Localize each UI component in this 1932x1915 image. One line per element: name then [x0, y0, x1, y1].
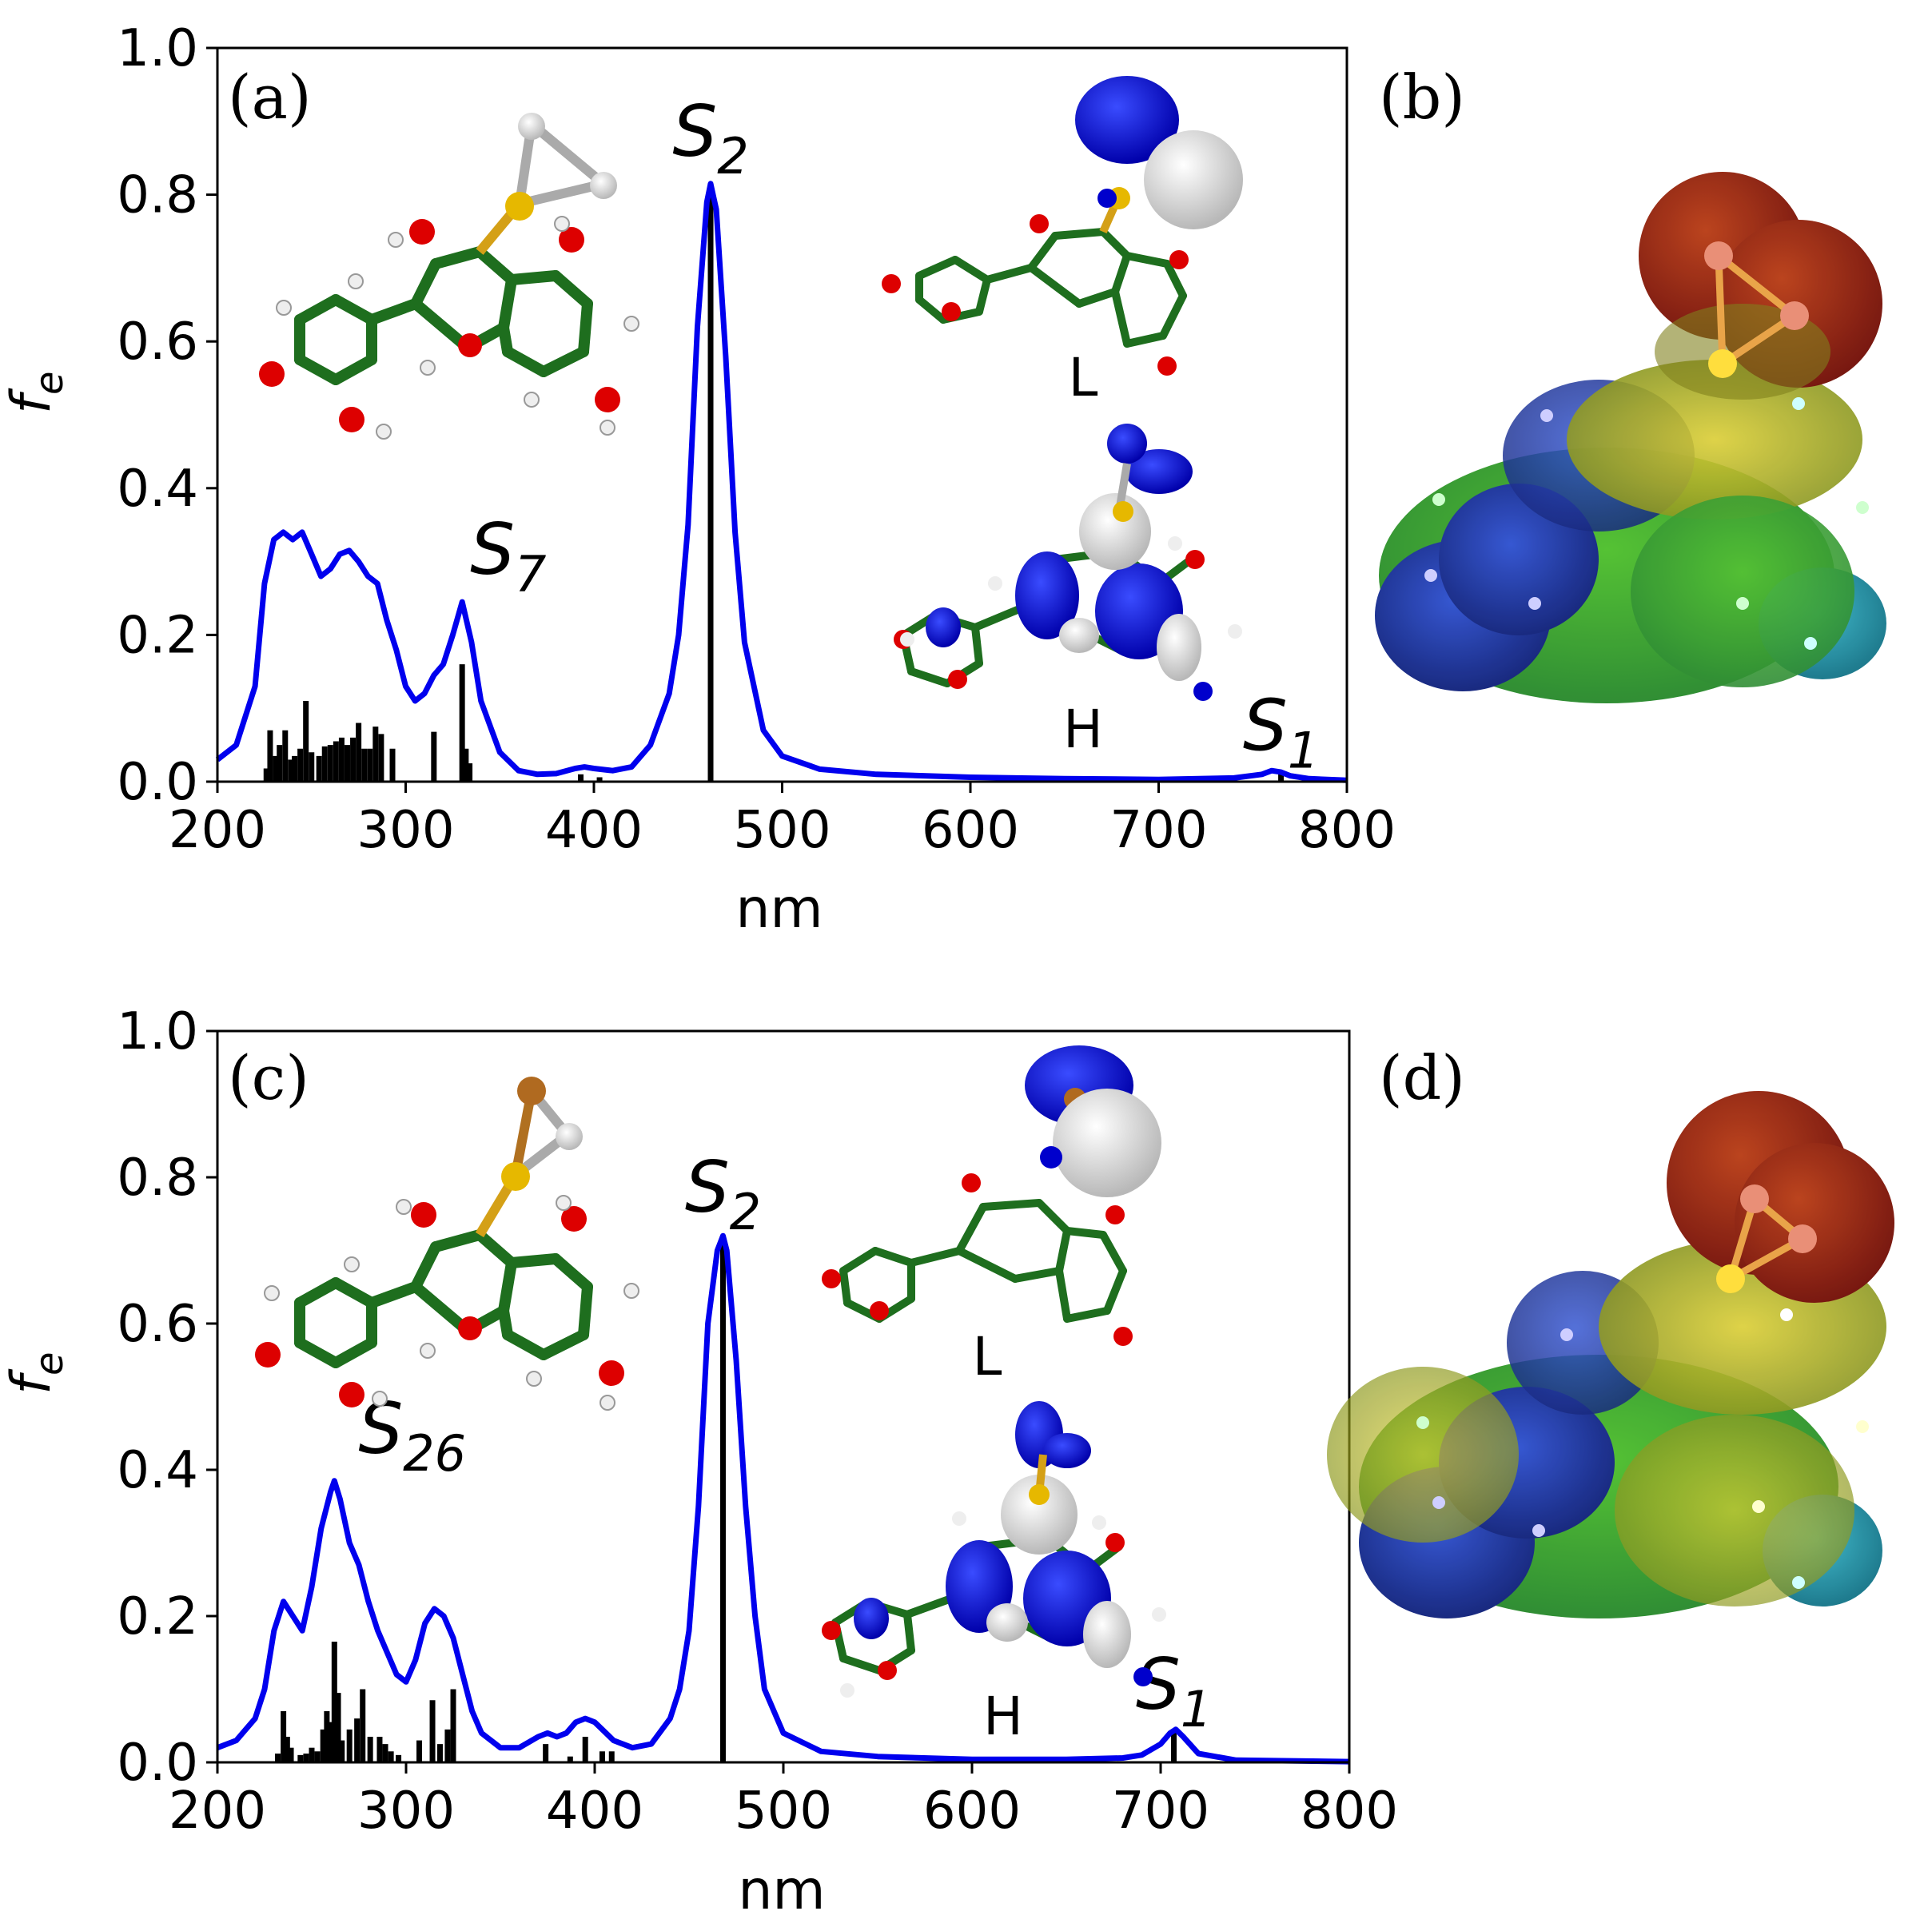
panel-a-x-tick-label-0: 200 [169, 801, 266, 860]
panel-c-y-tick-label-5: 1.0 [117, 1002, 198, 1061]
svg-text:fe: fe [0, 372, 72, 414]
panel-a-x-tick-label-4: 600 [922, 801, 1019, 860]
panel-a-state-label-1: S7 [470, 508, 546, 603]
panel-a-state-label-2: S1 [1243, 684, 1319, 779]
panel-a-chart: 200 300 400 500 600 700 800 0.0 0.2 0.4 0.6 0.8 1.0 S… [0, 19, 1396, 941]
panel-a-y-tick-label-5: 1.0 [117, 19, 198, 78]
panel-c-homo-label: H [983, 1686, 1023, 1747]
svg-text:fe: fe [0, 1352, 72, 1395]
panel-a-spectrum-line [215, 181, 1348, 783]
panel-b-label: (b) [1379, 62, 1465, 133]
panel-c-x-tick-label-5: 700 [1112, 1782, 1209, 1841]
panel-a-y-tick-label-3: 0.6 [117, 313, 198, 372]
panel-a-lumo-label: L [1069, 347, 1098, 408]
panel-a-homo-label: H [1063, 699, 1103, 760]
panel-c-x-axis-title: nm [738, 1859, 825, 1915]
panel-a-molecule-structure-image [259, 113, 639, 440]
panel-a-y-tick-label-4: 0.8 [117, 166, 198, 225]
panel-a-label: (a) [228, 62, 312, 133]
panel-c-state-label-2: S1 [1136, 1643, 1212, 1738]
panel-a-x-tick-label-6: 800 [1298, 801, 1396, 860]
panel-c-x-tick-label-0: 200 [169, 1782, 266, 1841]
panel-c-state-label-1: S26 [358, 1387, 466, 1483]
panel-a-plot-layer: 200 300 400 500 600 700 800 0.0 0.2 0.4 0.6 0.8 1.0 S… [117, 19, 1396, 860]
panel-a-x-tick-label-5: 700 [1109, 801, 1207, 860]
panel-c-chart: 200 300 400 500 600 700 800 0.0 0.2 0.4 0.6 0.8 1.0 S… [0, 1002, 1398, 1915]
panel-a-homo-orbital-image [894, 424, 1242, 701]
panel-c-plot-layer: 200 300 400 500 600 700 800 0.0 0.2 0.4 0.6 0.8 1.0 S… [117, 1002, 1398, 1841]
panel-c-x-tick-label-2: 400 [546, 1782, 643, 1841]
panel-c-label: (c) [228, 1042, 309, 1113]
panel-c-state-label-0: S2 [685, 1146, 761, 1241]
panel-b-esp-surface-image: (b) [1375, 62, 1886, 703]
panel-c-x-tick-label-4: 600 [923, 1782, 1021, 1841]
panel-a-state-label-0: S2 [672, 90, 748, 185]
panel-c-y-axis-title-sub: e [27, 1352, 72, 1376]
panel-a-y-tick-label-2: 0.4 [117, 460, 198, 519]
panel-a-lumo-orbital-image [882, 76, 1243, 376]
panel-c-lumo-orbital-image [822, 1045, 1161, 1346]
panel-c-x-tick-label-1: 300 [357, 1782, 455, 1841]
panel-a-x-tick-label-2: 400 [545, 801, 643, 860]
panel-a-y-tick-label-0: 0.0 [117, 753, 198, 812]
panel-c-y-tick-label-4: 0.8 [117, 1149, 198, 1208]
panel-a-y-axis-title: fe [0, 372, 72, 414]
panel-c-lumo-label: L [973, 1326, 1002, 1387]
panel-d-label: (d) [1379, 1042, 1465, 1113]
panel-c-x-tick-label-6: 800 [1301, 1782, 1398, 1841]
panel-a-x-tick-label-3: 500 [733, 801, 831, 860]
panel-c-spectrum-line [216, 1232, 1350, 1765]
panel-a-y-tick-label-1: 0.2 [117, 606, 198, 665]
panel-c-y-tick-label-1: 0.2 [117, 1587, 198, 1646]
panel-a-y-axis-title-sub: e [27, 372, 72, 396]
panel-c-molecule-structure-image [255, 1077, 639, 1411]
panel-c-y-tick-label-3: 0.6 [117, 1295, 198, 1354]
panel-c-x-tick-label-3: 500 [735, 1782, 832, 1841]
panel-c-y-tick-label-0: 0.0 [117, 1734, 198, 1793]
panel-c-y-tick-label-2: 0.4 [117, 1441, 198, 1500]
panel-d-esp-surface-image: (d) [1327, 1042, 1894, 1618]
panel-c-homo-orbital-image [822, 1401, 1166, 1698]
panel-a-x-axis-title: nm [735, 878, 823, 941]
panel-a-x-tick-label-1: 300 [357, 801, 454, 860]
panel-c-y-axis-title: fe [0, 1352, 72, 1395]
